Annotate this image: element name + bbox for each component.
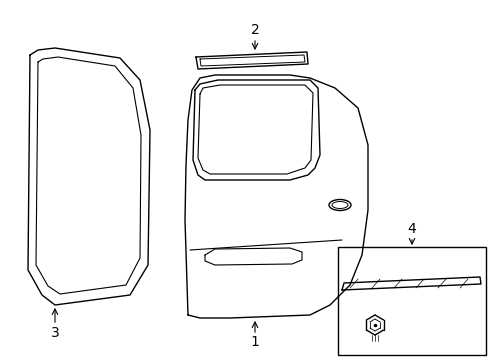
Text: 2: 2 [250,23,259,37]
Text: 1: 1 [250,335,259,349]
Text: 3: 3 [51,326,59,340]
Bar [337,247,485,355]
Text: 4: 4 [407,222,415,236]
